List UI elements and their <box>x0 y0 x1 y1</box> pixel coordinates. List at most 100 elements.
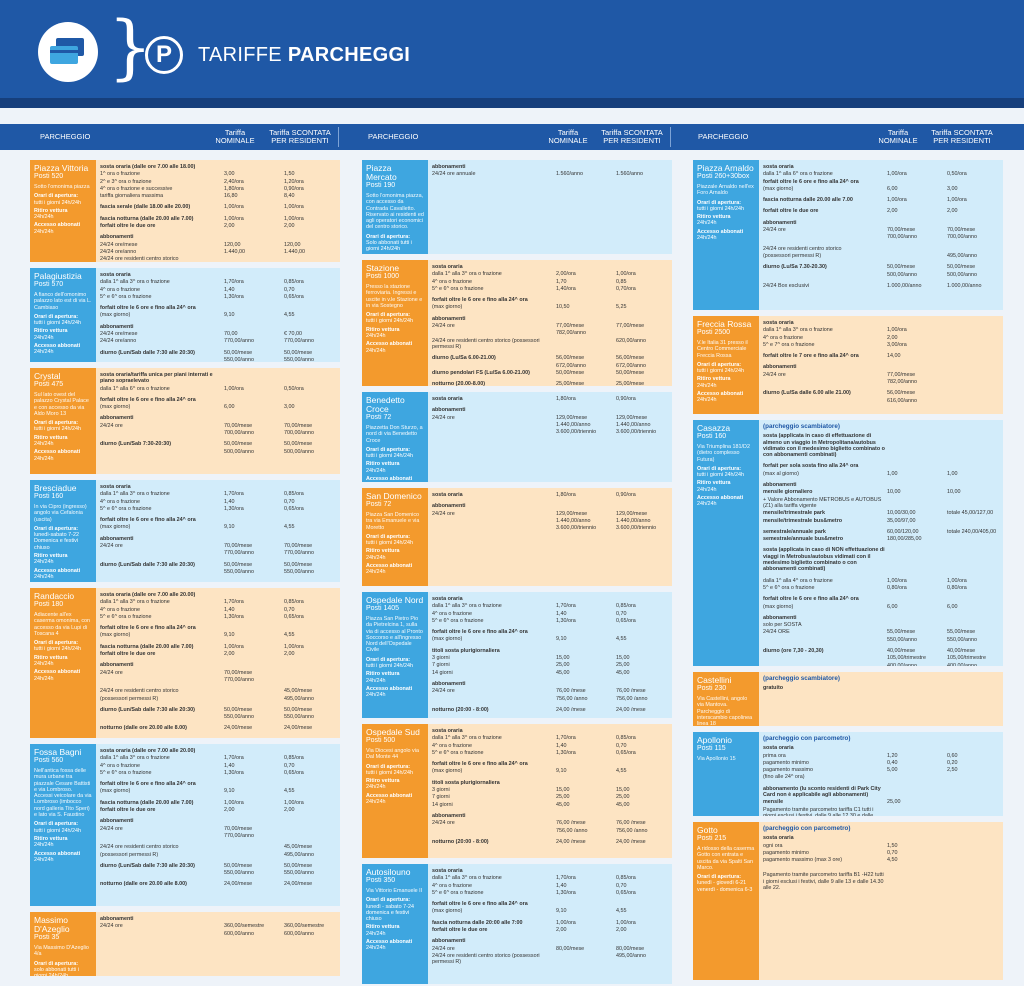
tariff-row: 24/24 ore residenti centro storico <box>763 246 999 252</box>
tariff-label: dalla 1^ alla 3^ ora o frazione <box>432 735 502 742</box>
tariff-nominale: 55,00/mese <box>887 629 916 636</box>
tariff-nominale: 616,00/anno <box>887 397 917 404</box>
tariff-row: 24/24 ore/anno 770,00/anno 770,00/anno <box>100 338 336 344</box>
tariff-label: 24/24 ore <box>432 688 455 695</box>
tariff-scontata: 45,00/mese <box>284 688 313 695</box>
tariff-nominale: 500,00/anno <box>224 448 254 455</box>
tariff-label: abbonamenti <box>432 812 466 819</box>
tariff-row: pagamento massimo (max 3 ore) 4,50 <box>763 857 999 863</box>
hours-label: Accesso abbonati <box>34 567 81 574</box>
tariff-row: abbonamenti <box>100 916 336 922</box>
tariff-label: forfait oltre le due ore <box>100 223 156 230</box>
tariff-nominale: 25,00/mese <box>556 381 585 386</box>
hours-value: 24h/24h <box>34 573 54 580</box>
hours-label: Ritiro vettura <box>34 553 68 560</box>
parking-posti: Posti 500 <box>366 737 396 744</box>
tariff-row: sosta oraria 1,80/ora 0,90/ora <box>432 396 668 402</box>
tariff-row: dalla 1^ alla 6^ ora o frazione 1,00/ora 0… <box>100 386 336 392</box>
tariff-row: 24/24 ore 129,00/mese 129,00/mese <box>432 511 668 517</box>
tariff-row: (max giorno) 9,10 4,55 <box>100 632 336 638</box>
tariff-row: 4^ ora o frazione 1,40 0,70 <box>100 499 336 505</box>
tariff-scontata: 0,20 <box>947 759 958 766</box>
tariff-row: 7 giorni 25,00 25,00 <box>432 794 668 800</box>
tariff-scontata: 1.440,00 <box>284 248 305 255</box>
tariff-row: tariffa giornaliera massima 16,80 8,40 <box>100 193 336 199</box>
hours-value: lunedì - giovedì 6-21 venerdì - domenica… <box>697 880 753 893</box>
tariff-scontata: 70,00/mese <box>284 543 313 550</box>
tariff-row: Pagamento tramite parcometro tariffa C1 … <box>763 807 999 816</box>
parking-info: Autosilouno Posti 350 Via Vittorio Emanuel… <box>362 864 428 984</box>
tariff-row: 5^ e 6^ ora o frazione 0,80/ora 0,80/ora <box>763 585 999 591</box>
parking-name: Stazione <box>366 263 400 273</box>
tariff-label: dalla 1^ alla 3^ ora o frazione <box>432 603 502 610</box>
tariff-nominale: 76,00 /mese <box>556 820 586 827</box>
tariff-row: 24/24 ore residenti centro storico (poss… <box>432 338 668 351</box>
tariff-nominale: 770,00/anno <box>224 338 254 345</box>
tariff-row: forfait oltre le due ore 2,00 2,00 <box>763 208 999 214</box>
tariff-row: ogni ora 1,50 <box>763 843 999 849</box>
tariff-row: (possessori permessi R) 495,00/anno <box>763 253 999 259</box>
tariff-nominale: 1,80/ora <box>556 492 576 498</box>
hours-value: lunedì-sabato 7-22 Domenica e festivi ch… <box>34 532 79 551</box>
parking-description: Nell'antica fossa delle mura urbane tra … <box>34 768 92 819</box>
tariff-row: 24/24 ore 80,00/mese 80,00/mese <box>432 946 668 952</box>
tariff-nominale: 9,10 <box>224 632 235 639</box>
hours-value: 24h/24h <box>34 349 54 356</box>
tariff-list: abbonamenti 24/24 ore annuale 1.560/anno 1.… <box>428 160 672 254</box>
tariff-row: 24/24 ore 360,00/semestre 360,00/semestre <box>100 923 336 929</box>
tariff-label: 5^ e 6^ ora o frazione <box>100 293 152 300</box>
tariff-nominale: 50,00/mese <box>224 862 253 869</box>
parking-info: Bresciadue Posti 160 In via Cipro (ingress… <box>30 480 96 582</box>
parking-name: Freccia Rossa <box>697 319 752 329</box>
tariff-row: sosta oraria <box>100 272 336 278</box>
tariff-row: 5^ e 6^ ora o frazione 1,30/ora 0,65/ora <box>100 614 336 620</box>
parking-card: Castellini Posti 230 Via Castellini, angol… <box>693 672 1003 728</box>
tariff-scontata: 0,90/ora <box>284 185 304 192</box>
tariff-nominale: 9,10 <box>556 636 567 643</box>
parking-posti: Posti 520 <box>34 173 64 180</box>
parking-description: Piazzale Arnaldo nell'ex Foro Arnaldo <box>697 184 754 197</box>
tariff-label: mensile/trimestrale bus&metro <box>763 517 843 524</box>
tariff-row: diurno pendolari FS (Lu/Sa 6.00-21.00) 50… <box>432 370 668 376</box>
hours-value: tutti i giorni 24h/24h <box>697 368 745 375</box>
tariff-row: 5^ e 6^ ora o frazione 1,30/ora 0,65/ora <box>432 890 668 896</box>
hours-label: Ritiro vettura <box>34 207 68 214</box>
tariff-label: 4^ ora o frazione <box>100 286 140 293</box>
hours-label: Orari di apertura: <box>697 361 742 368</box>
tariff-nominale: 550,00/anno <box>224 714 254 721</box>
parking-posti: Posti 260+30box <box>697 173 750 180</box>
tariff-label: 4^ ora o frazione <box>763 334 803 341</box>
hours-value: 24h/24h <box>366 677 386 684</box>
parking-posti: Posti 160 <box>34 493 64 500</box>
tariff-scontata: 40,00/mese <box>947 648 976 655</box>
tariff-nominale: 1,70/ora <box>224 755 244 762</box>
tariff-scontata: 45,00 <box>616 669 630 676</box>
hours-value: tutti i giorni 24h/24h <box>34 646 82 653</box>
tariff-label: 2^ e 3^ ora o frazione <box>100 178 152 185</box>
tariff-nominale: 1,00/ora <box>887 327 907 334</box>
tariff-nominale: 1,00 <box>887 470 898 477</box>
tariff-scontata: 550,00/anno <box>284 356 314 362</box>
tariff-scontata: 0,65/ora <box>284 505 304 512</box>
tariff-label: sosta oraria <box>100 484 131 490</box>
tariff-nominale: 360,00/semestre <box>224 923 265 930</box>
tariff-nominale: 1,70 <box>556 278 567 285</box>
tariff-label: (max giorno) <box>432 304 463 311</box>
tariff-scontata: 550,00/anno <box>284 714 314 721</box>
tariff-row: forfait oltre le 6 ore e fino alla 24^ o… <box>432 629 668 635</box>
tariff-label: 4^ ora o frazione <box>100 762 140 769</box>
parking-posti: Posti 72 <box>366 501 392 508</box>
hours-value: 24h/24h <box>366 799 386 806</box>
parking-card: Randaccio Posti 180 Adiacente all'ex caser… <box>30 588 340 740</box>
tariff-row: abbonamenti <box>100 536 336 542</box>
tariff-scontata: 10,00 <box>947 489 961 496</box>
tariff-row: 4^ ora o frazione e successive 1,80/ora 0,… <box>100 186 336 192</box>
tariff-nominale: 50,00/mese <box>556 369 585 376</box>
tariff-label: 7 giorni <box>432 794 450 801</box>
hours-value: 24h/24h <box>366 467 386 474</box>
hours-value: tutti i giorni 24h/24h <box>34 320 82 327</box>
tariff-label: dalla 1^ alla 6^ ora o frazione <box>100 385 170 392</box>
header-banner: } P TARIFFE PARCHEGGI <box>0 0 1024 108</box>
tariff-scontata: 56,00/mese <box>616 355 645 362</box>
tariff-nominale: 10,00 <box>887 489 901 496</box>
